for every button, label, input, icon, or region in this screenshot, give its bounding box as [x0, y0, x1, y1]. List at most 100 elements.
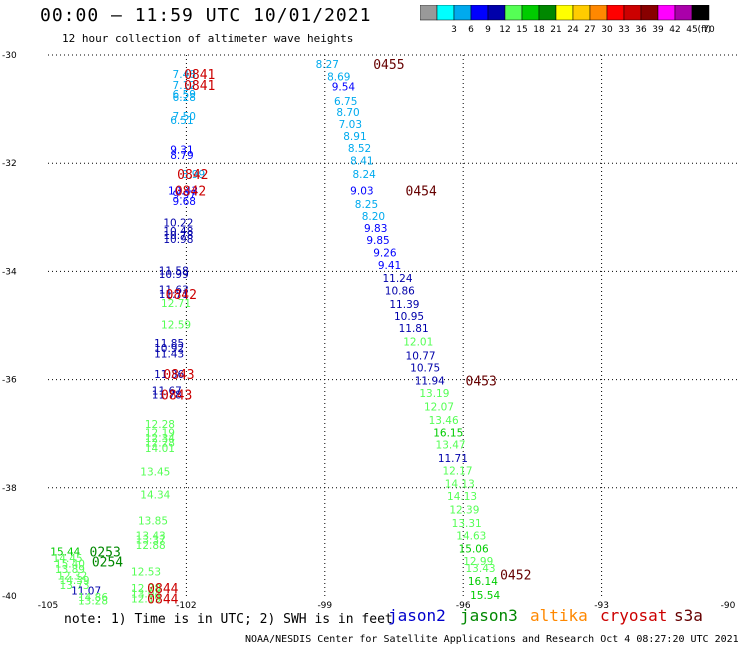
colorbar-tick-label: 39 [652, 25, 664, 35]
wave-height-value: 11.81 [399, 323, 429, 335]
wave-height-value: 12.17 [442, 465, 472, 477]
colorbar-tick-label: 45 [686, 25, 697, 35]
wave-height-value: 6.51 [170, 115, 193, 127]
footer-note: note: 1) Time is in UTC; 2) SWH is in fe… [64, 612, 393, 627]
wave-height-value: 12.19 [145, 428, 175, 440]
wave-height-value: 10.92 [154, 343, 184, 355]
wave-height-value: 14.34 [140, 489, 170, 501]
colorbar-tick-label: 9 [485, 25, 491, 35]
wave-height-value: 8.24 [352, 169, 376, 181]
wave-height-value: 11.58 [159, 265, 189, 277]
wave-height-value: 12.32 [57, 570, 87, 582]
wave-height-value: 12.34 [145, 433, 175, 445]
wave-height-value: 8.91 [343, 131, 366, 143]
wave-height-value: 13.85 [138, 515, 168, 527]
x-tick-label: -102 [176, 601, 196, 611]
wave-height-value: 15.44 [50, 547, 80, 559]
wave-height-value: 11.94 [415, 376, 445, 388]
y-tick-label: -36 [2, 376, 17, 386]
legend-jason2: jason2 [388, 606, 446, 625]
wave-height-value: 10.99 [159, 269, 189, 281]
wave-height-value: 10.75 [410, 363, 440, 375]
wave-height-value: 12.53 [131, 567, 161, 579]
x-tick-label: -93 [594, 601, 609, 611]
colorbar-tick-label: 70 [703, 25, 715, 35]
wave-height-value: 14.63 [456, 530, 486, 542]
wave-height-value: 13.89 [55, 564, 85, 576]
wave-height-value: 6.28 [173, 92, 196, 104]
wave-height-value: 7.50 [173, 111, 196, 123]
pass-time-label: 0843 [163, 368, 194, 383]
gridlines [48, 54, 740, 596]
wave-height-value: 14.01 [145, 443, 175, 455]
wave-height-value: 14.13 [447, 491, 477, 503]
pass-time-label: 0453 [466, 375, 497, 390]
wave-height-value: 13.46 [429, 415, 459, 427]
wave-height-value: 12.39 [449, 504, 479, 516]
wave-height-value: 11.71 [438, 453, 468, 465]
colorbar-tick-label: 33 [618, 25, 629, 35]
wave-height-value: 9.85 [366, 235, 389, 247]
wave-height-value: 7.48 [173, 69, 196, 81]
wave-height-value: 10.22 [163, 218, 193, 230]
chart-title: 00:00 – 11:59 UTC 10/01/2021 [40, 5, 372, 26]
x-tick-label: -90 [721, 601, 736, 611]
wave-height-value: 9.97 [173, 190, 196, 202]
y-tick-label: -34 [2, 267, 17, 277]
wave-height-value: 10.86 [385, 285, 415, 297]
wave-height-value: 13.19 [419, 388, 449, 400]
legend-altika: altika [530, 606, 588, 625]
colorbar-tick-label: 18 [533, 25, 545, 35]
wave-height-value: 10.48 [163, 226, 193, 238]
wave-height-value: 11.07 [71, 586, 101, 598]
legend-jason3: jason3 [460, 606, 518, 625]
wave-height-value: 11.63 [159, 284, 189, 296]
colorbar-tick-label: 27 [584, 25, 595, 35]
wave-height-value: 11.85 [154, 338, 184, 350]
wave-height-value: 10.43 [168, 185, 198, 197]
wave-height-value: 15.06 [459, 543, 489, 555]
wave-height-value: 8.70 [336, 107, 359, 119]
wave-height-value: 8.25 [355, 199, 378, 211]
wave-height-value: 11.71 [159, 289, 189, 301]
wave-height-value: 11.39 [389, 299, 419, 311]
wave-height-value: 8.99 [182, 169, 205, 181]
wave-height-value: 9.03 [350, 185, 373, 197]
wave-height-value: 13.31 [452, 518, 482, 530]
colorbar-swatch [691, 5, 710, 21]
wave-height-value: 13.45 [140, 467, 170, 479]
pass-time-label: 0455 [373, 58, 404, 73]
pass-time-label: 0253 [90, 546, 121, 561]
wave-height-value: 16.15 [433, 428, 463, 440]
pass-time-label: 0454 [406, 184, 437, 199]
colorbar-tick-label: 3 [451, 25, 457, 35]
colorbar-tick-label: 42 [669, 25, 680, 35]
wave-height-value: 8.69 [327, 72, 350, 84]
wave-height-value: 11.43 [154, 349, 184, 361]
y-tick-label: -32 [2, 159, 17, 169]
wave-height-value: 13.28 [78, 595, 108, 607]
wave-height-value: 9.31 [170, 145, 193, 157]
wave-height-value: 10.77 [406, 350, 436, 362]
wave-height-value: 12.19 [131, 594, 161, 606]
wave-height-value: 12.99 [463, 556, 493, 568]
pass-time-label: 0842 [166, 288, 197, 303]
wave-height-value: 8.41 [350, 155, 373, 167]
wave-height-value: 7.12 [173, 80, 196, 92]
axis-tick-labels: -30 -32 -34 -36 -38 -40 -105 -102 -99 -96 -93 -90 [2, 51, 736, 611]
wave-height-value: 15.54 [470, 590, 500, 602]
wave-height-value: 11.24 [382, 273, 412, 285]
wave-height-value: 9.26 [373, 247, 397, 259]
wave-height-value: 10.95 [394, 311, 424, 323]
colorbar-tick-label: 24 [567, 25, 579, 35]
wave-height-value: 8.52 [348, 143, 371, 155]
legend-cryosat: cryosat [600, 606, 668, 625]
wave-height-value: 14.86 [78, 592, 108, 604]
x-tick-label: -99 [317, 601, 332, 611]
wave-height-value: 14.39 [60, 575, 90, 587]
pass-time-label: 0452 [500, 568, 531, 583]
wave-height-value: 15.40 [55, 559, 85, 571]
wave-height-value: 8.20 [362, 211, 385, 223]
y-tick-label: -30 [2, 51, 17, 61]
wave-height-value: 11.78 [152, 390, 182, 402]
